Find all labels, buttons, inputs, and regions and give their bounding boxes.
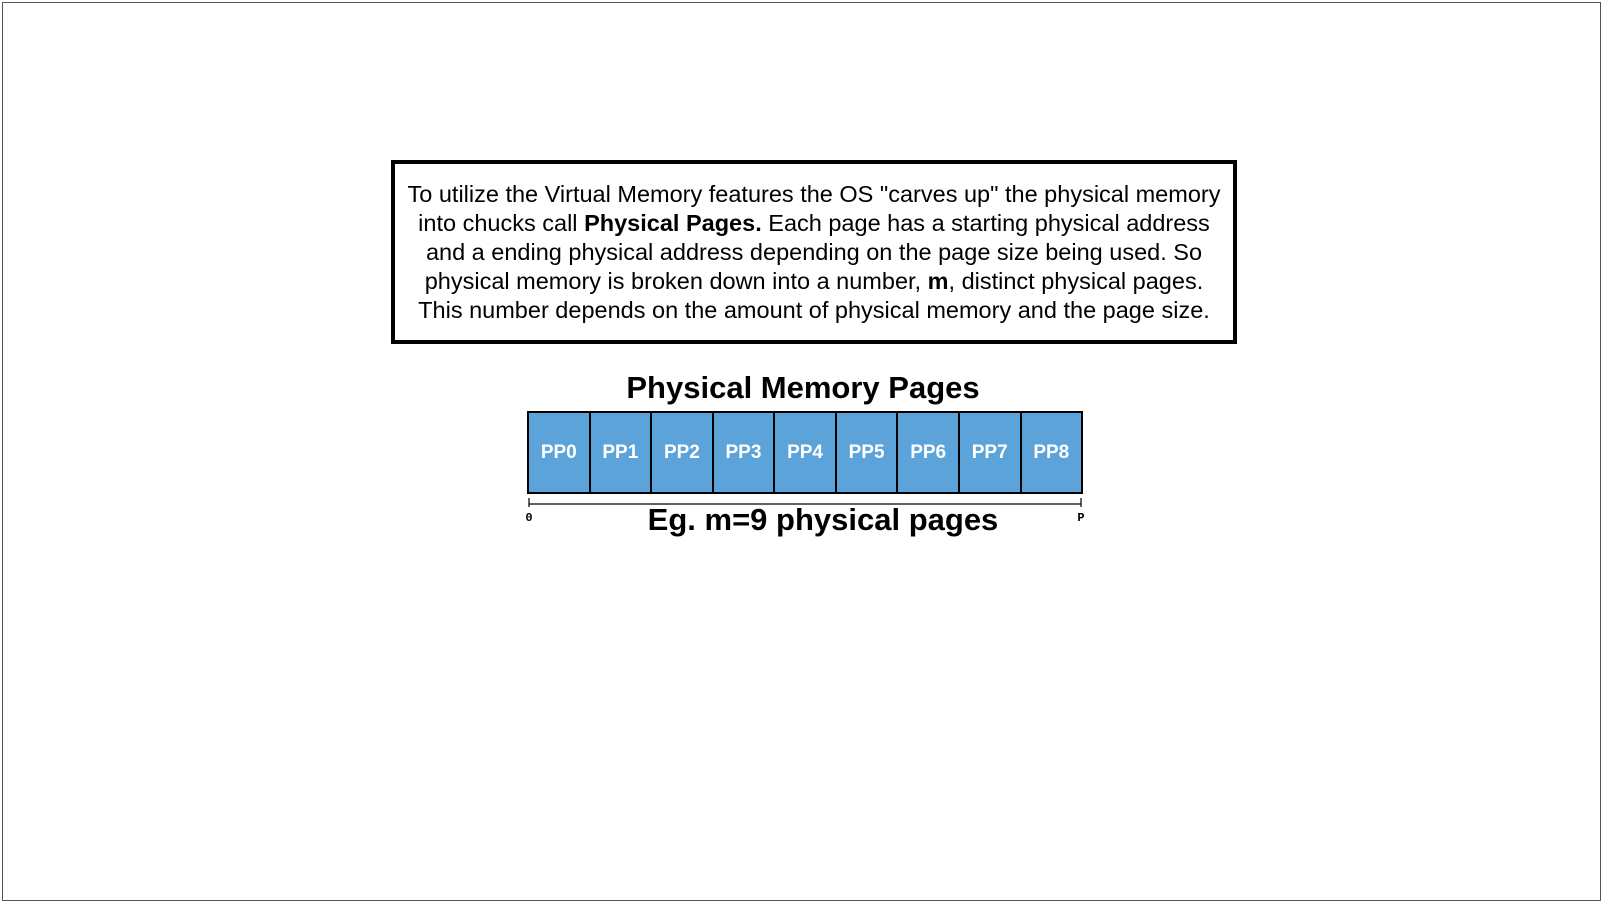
explanation-box: To utilize the Virtual Memory features t… xyxy=(391,160,1237,344)
diagram-title: Physical Memory Pages xyxy=(626,370,980,405)
explanation-line-4-text-a: physical memory is broken down into a nu… xyxy=(424,267,928,294)
explanation-line-2-text-a: into chucks call xyxy=(418,209,585,236)
explanation-line-2: into chucks call Physical Pages. Each pa… xyxy=(408,209,1221,238)
explanation-line-1: To utilize the Virtual Memory features t… xyxy=(408,180,1221,209)
explanation-line-5: This number depends on the amount of phy… xyxy=(408,296,1221,325)
physical-page-4: PP4 xyxy=(775,413,837,492)
explanation-line-1-text: To utilize the Virtual Memory features t… xyxy=(407,180,1221,207)
physical-page-1: PP1 xyxy=(590,413,653,492)
physical-pages-row: PP0 PP1 PP2 PP3 PP4 PP5 PP6 PP7 PP8 xyxy=(527,411,1083,494)
diagram-caption: Eg. m=9 physical pages xyxy=(647,502,999,537)
address-axis-start-label: 0 xyxy=(525,511,532,525)
explanation-line-4-text-b: , distinct physical pages. xyxy=(948,267,1204,294)
physical-page-5: PP5 xyxy=(836,413,899,492)
explanation-line-5-text: This number depends on the amount of phy… xyxy=(418,296,1210,323)
address-axis-end-label: P xyxy=(1077,511,1084,525)
physical-pages-term: Physical Pages. xyxy=(584,209,762,236)
physical-page-2: PP2 xyxy=(652,413,714,492)
explanation-line-2-text-b: Each page has a starting physical addres… xyxy=(761,209,1210,236)
physical-page-3: PP3 xyxy=(713,413,776,492)
physical-page-8: PP8 xyxy=(1021,413,1082,492)
physical-page-6: PP6 xyxy=(898,413,960,492)
m-term: m xyxy=(927,267,949,294)
explanation-text: To utilize the Virtual Memory features t… xyxy=(408,180,1221,325)
explanation-line-3-text: and a ending physical address depending … xyxy=(425,238,1203,265)
physical-page-7: PP7 xyxy=(959,413,1022,492)
address-axis: 0 P xyxy=(525,498,1085,525)
explanation-line-3: and a ending physical address depending … xyxy=(408,238,1221,267)
physical-page-0: PP0 xyxy=(529,413,591,492)
explanation-line-4: physical memory is broken down into a nu… xyxy=(408,267,1221,296)
